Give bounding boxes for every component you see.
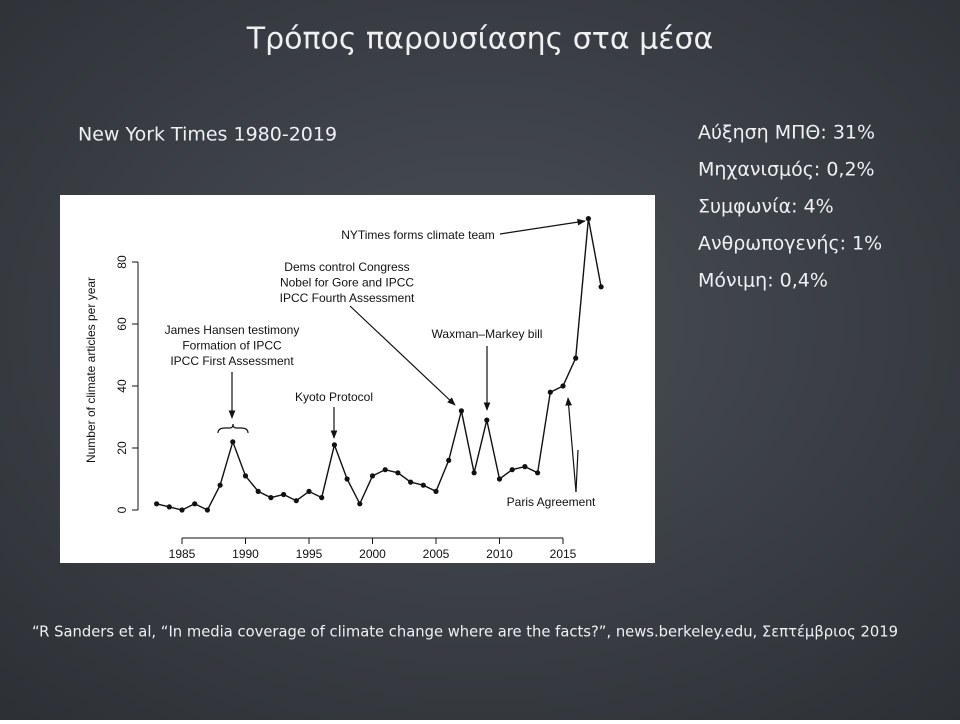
annotation: IPCC Fourth Assessment <box>280 291 415 305</box>
data-point <box>484 417 490 423</box>
data-point <box>179 507 185 513</box>
data-point <box>471 470 477 476</box>
data-point <box>395 470 401 476</box>
data-point <box>166 504 172 510</box>
stat-line: Ανθρωπογενής: 1% <box>698 233 882 255</box>
data-point <box>204 507 210 513</box>
x-tick-label: 2010 <box>486 547 513 561</box>
stat-line: Αύξηση ΜΠΘ: 31% <box>698 122 875 144</box>
data-point <box>522 464 528 470</box>
data-point <box>357 501 363 507</box>
data-point <box>192 501 198 507</box>
data-point <box>369 473 376 479</box>
data-point <box>319 495 325 501</box>
data-point <box>433 488 439 494</box>
data-point <box>535 470 541 476</box>
data-point <box>509 467 515 473</box>
data-point <box>281 491 287 498</box>
data-point <box>268 495 274 501</box>
x-tick-label: 1990 <box>232 547 259 561</box>
data-point <box>217 482 223 488</box>
data-point <box>420 482 426 488</box>
annotation: Nobel for Gore and IPCC <box>280 276 414 290</box>
plot: Number of climate articles per year 0 20 4… <box>84 216 604 561</box>
subtitle: New York Times 1980-2019 <box>78 124 337 146</box>
annotation: Dems control Congress <box>284 260 409 274</box>
stats: Αύξηση ΜΠΘ: 31% Μηχανισμός: 0,2% Συμφωνία:… <box>698 122 882 292</box>
stat-line: Συμφωνία: 4% <box>698 196 834 218</box>
data-point <box>242 473 249 479</box>
stat-line: Μηχανισμός: 0,2% <box>698 159 875 181</box>
annotation: Kyoto Protocol <box>295 390 373 404</box>
annotation: Waxman–Markey bill <box>432 327 543 341</box>
annotation: IPCC First Assessment <box>170 354 294 368</box>
data-point <box>598 284 604 290</box>
x-tick-label: 2000 <box>359 547 386 561</box>
x-tick-label: 2015 <box>550 547 577 561</box>
stat-line: Μόνιμη: 0,4% <box>698 270 828 292</box>
data-point <box>382 467 388 473</box>
data-point <box>560 383 566 389</box>
data-point <box>331 442 337 448</box>
slide-title: Τρόπος παρουσίασης στα μέσα <box>246 22 713 57</box>
x-tick-label: 1995 <box>296 547 323 561</box>
y-tick-label: 20 <box>115 441 129 455</box>
y-axis-label: Number of climate articles per year <box>84 277 98 463</box>
annotation: Formation of IPCC <box>182 339 282 353</box>
data-point <box>255 488 261 494</box>
data-point <box>293 498 299 504</box>
data-point <box>547 389 553 395</box>
data-point <box>306 488 312 494</box>
citation: “R Sanders et al, “In media coverage of … <box>32 623 898 641</box>
annotation-arrows <box>217 218 586 493</box>
annotation: Paris Agreement <box>507 495 596 509</box>
data-point <box>573 355 579 361</box>
y-tick-label: 40 <box>115 379 129 393</box>
x-tick-label: 1985 <box>169 547 196 561</box>
data-point <box>408 479 414 485</box>
chart-panel <box>60 195 655 563</box>
annotation: NYTimes forms climate team <box>341 228 495 242</box>
data-point <box>446 457 452 463</box>
data-point <box>154 501 160 507</box>
data-point <box>458 408 464 414</box>
annotation: James Hansen testimony <box>165 323 300 337</box>
y-tick-label: 60 <box>115 317 129 331</box>
x-tick-label: 2005 <box>423 547 450 561</box>
data-point <box>496 476 503 482</box>
y-tick-label: 0 <box>115 506 129 513</box>
y-tick-label: 80 <box>115 255 129 269</box>
data-point <box>230 439 236 445</box>
data-point <box>344 476 350 482</box>
data-point <box>585 216 592 222</box>
